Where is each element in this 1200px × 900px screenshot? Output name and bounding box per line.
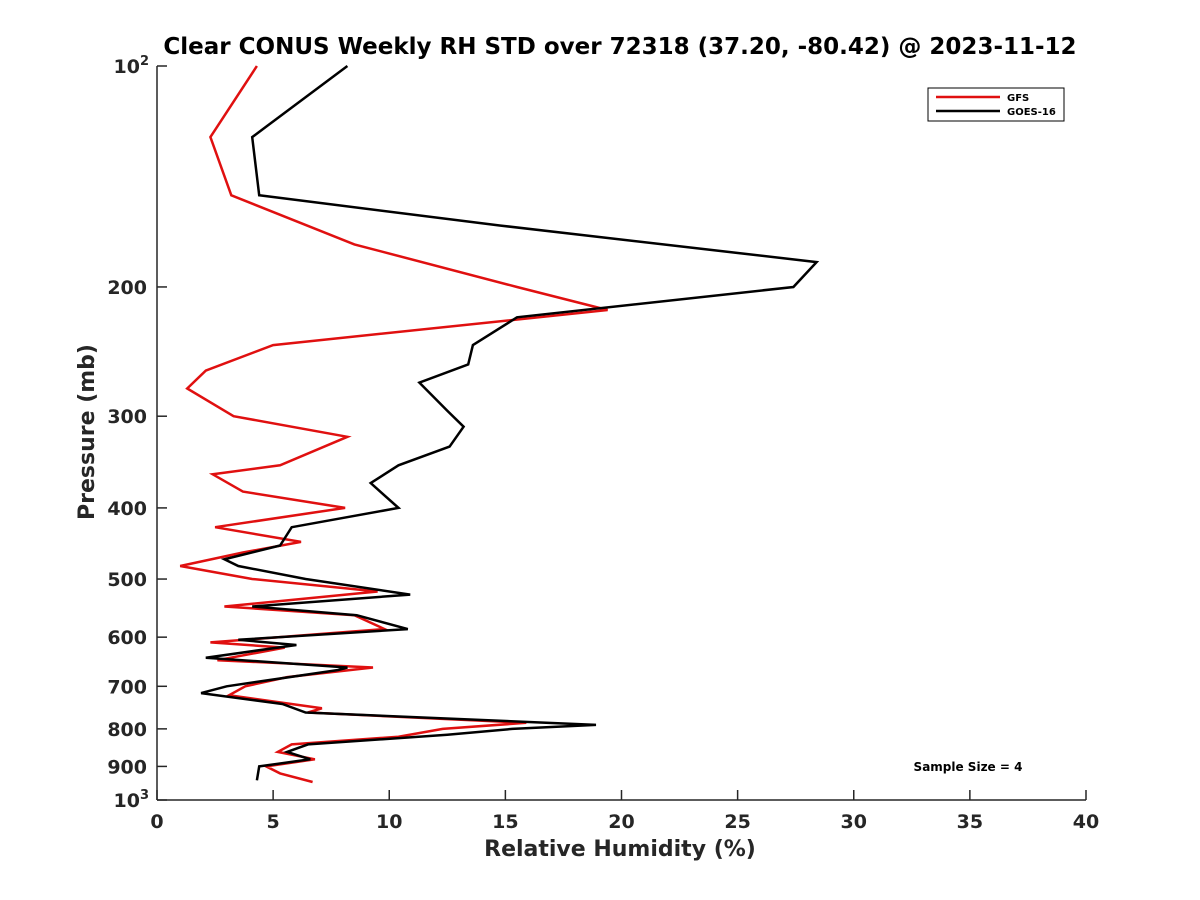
x-tick-label: 10 (376, 811, 402, 833)
y-tick-label: 300 (107, 406, 147, 428)
x-tick-label: 25 (724, 811, 750, 833)
plot-area: 0 5 10 15 20 25 30 35 40102200300400500600700800… (107, 54, 1099, 833)
y-tick-label: 600 (107, 627, 147, 649)
series-layer (179, 64, 820, 784)
chart-title: Clear CONUS Weekly RH STD over 72318 (37… (163, 34, 1076, 60)
y-tick-label: 900 (107, 756, 147, 778)
x-tick-label: 15 (492, 811, 518, 833)
x-tick-label: 0 (150, 811, 163, 833)
legend-box (927, 87, 1065, 122)
y-axis-label: Pressure (mb) (75, 344, 100, 520)
sample-size-annotation: Sample Size = 4 (914, 760, 1023, 774)
series-line-gfs (179, 65, 608, 784)
legend-label-gfs: GFS (1007, 93, 1029, 104)
legend-label-goes16: GOES-16 (1007, 107, 1056, 118)
series-line-goes-16 (200, 64, 820, 781)
x-axis-label: Relative Humidity (%) (484, 837, 756, 862)
y-tick-label: 500 (107, 569, 147, 591)
axes-layer: 0 5 10 15 20 25 30 35 40102200300400500600700800… (107, 54, 1099, 833)
y-tick-label: 700 (107, 676, 147, 698)
y-tick-label: 400 (107, 498, 147, 520)
y-tick-label: 800 (107, 719, 147, 741)
legend: GFS GOES-16 (927, 87, 1065, 122)
x-tick-label: 20 (608, 811, 634, 833)
x-tick-label: 35 (957, 811, 983, 833)
x-tick-label: 30 (841, 811, 867, 833)
y-tick-label: 200 (107, 277, 147, 299)
x-tick-label: 40 (1073, 811, 1099, 833)
x-tick-label: 5 (267, 811, 280, 833)
